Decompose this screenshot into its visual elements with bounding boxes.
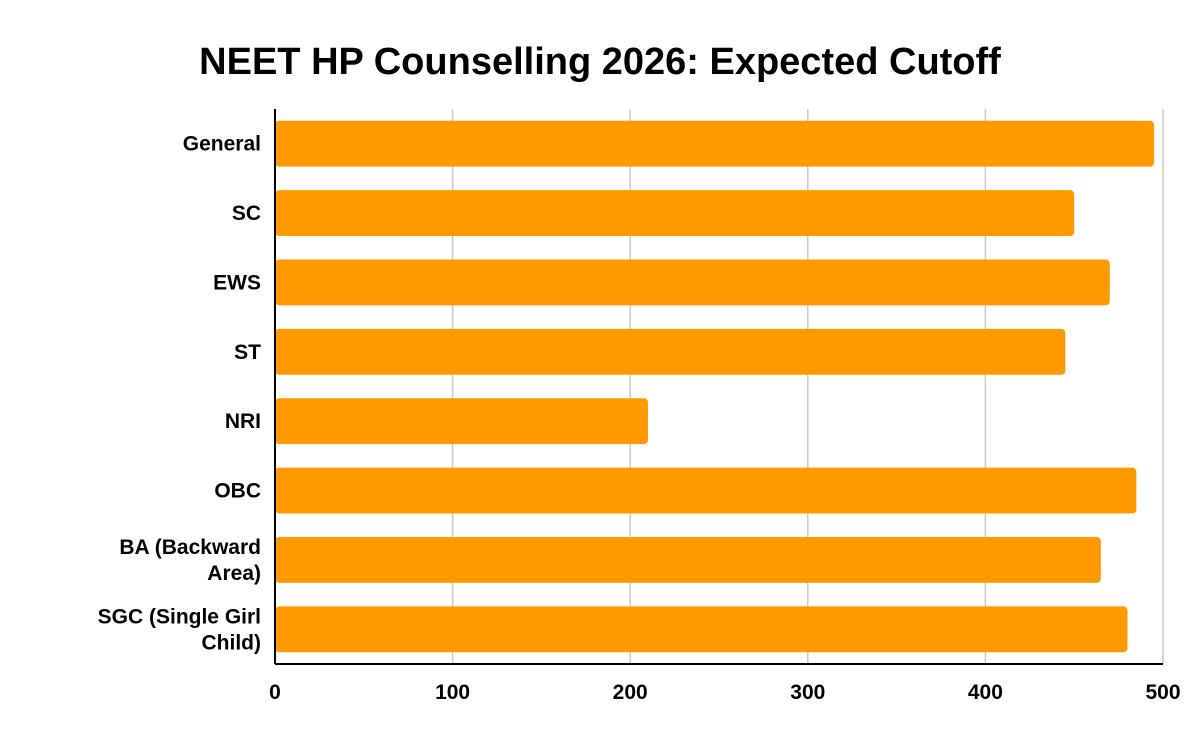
bar bbox=[275, 190, 1075, 236]
bar bbox=[275, 467, 1137, 514]
category-label: General bbox=[183, 133, 261, 156]
x-tick-label: 200 bbox=[613, 681, 648, 704]
bar bbox=[275, 120, 1155, 167]
bars bbox=[275, 120, 1155, 653]
category-label-line: OBC bbox=[214, 480, 261, 503]
x-tick-label: 100 bbox=[435, 681, 470, 704]
x-tick-label: 500 bbox=[1145, 681, 1180, 704]
category-label-line: Area) bbox=[207, 562, 261, 585]
bar bbox=[275, 606, 1128, 653]
category-label-line: General bbox=[183, 133, 261, 156]
category-label-line: BA (Backward bbox=[119, 536, 261, 559]
category-label: SGC (Single Girl Child) bbox=[98, 605, 261, 654]
x-tick-label: 0 bbox=[269, 681, 281, 704]
chart-title: NEET HP Counselling 2026: Expected Cutof… bbox=[199, 41, 1001, 83]
category-label: EWS bbox=[213, 271, 261, 294]
bar bbox=[275, 398, 648, 445]
category-label: BA (Backward Area) bbox=[119, 536, 261, 585]
x-tick-label: 300 bbox=[790, 681, 825, 704]
bar bbox=[275, 259, 1110, 306]
category-labels: General SC EWS ST NRI OBC BA (Backward Area) SGC… bbox=[98, 133, 262, 655]
category-label-line: ST bbox=[234, 341, 261, 364]
category-label: SC bbox=[232, 202, 261, 225]
bar bbox=[275, 537, 1101, 583]
bar bbox=[275, 328, 1066, 375]
x-tick-label: 400 bbox=[968, 681, 1003, 704]
category-label-line: NRI bbox=[225, 410, 261, 433]
x-tick-labels: 0 100 200 300 400 500 bbox=[269, 681, 1180, 704]
category-label-line: SGC (Single Girl bbox=[98, 605, 261, 628]
category-label-line: SC bbox=[232, 202, 261, 225]
category-label-line: Child) bbox=[202, 631, 261, 654]
axes bbox=[274, 109, 1163, 665]
category-label-line: EWS bbox=[213, 271, 261, 294]
category-label: ST bbox=[234, 341, 261, 364]
category-label: OBC bbox=[214, 480, 261, 503]
category-label: NRI bbox=[225, 410, 261, 433]
